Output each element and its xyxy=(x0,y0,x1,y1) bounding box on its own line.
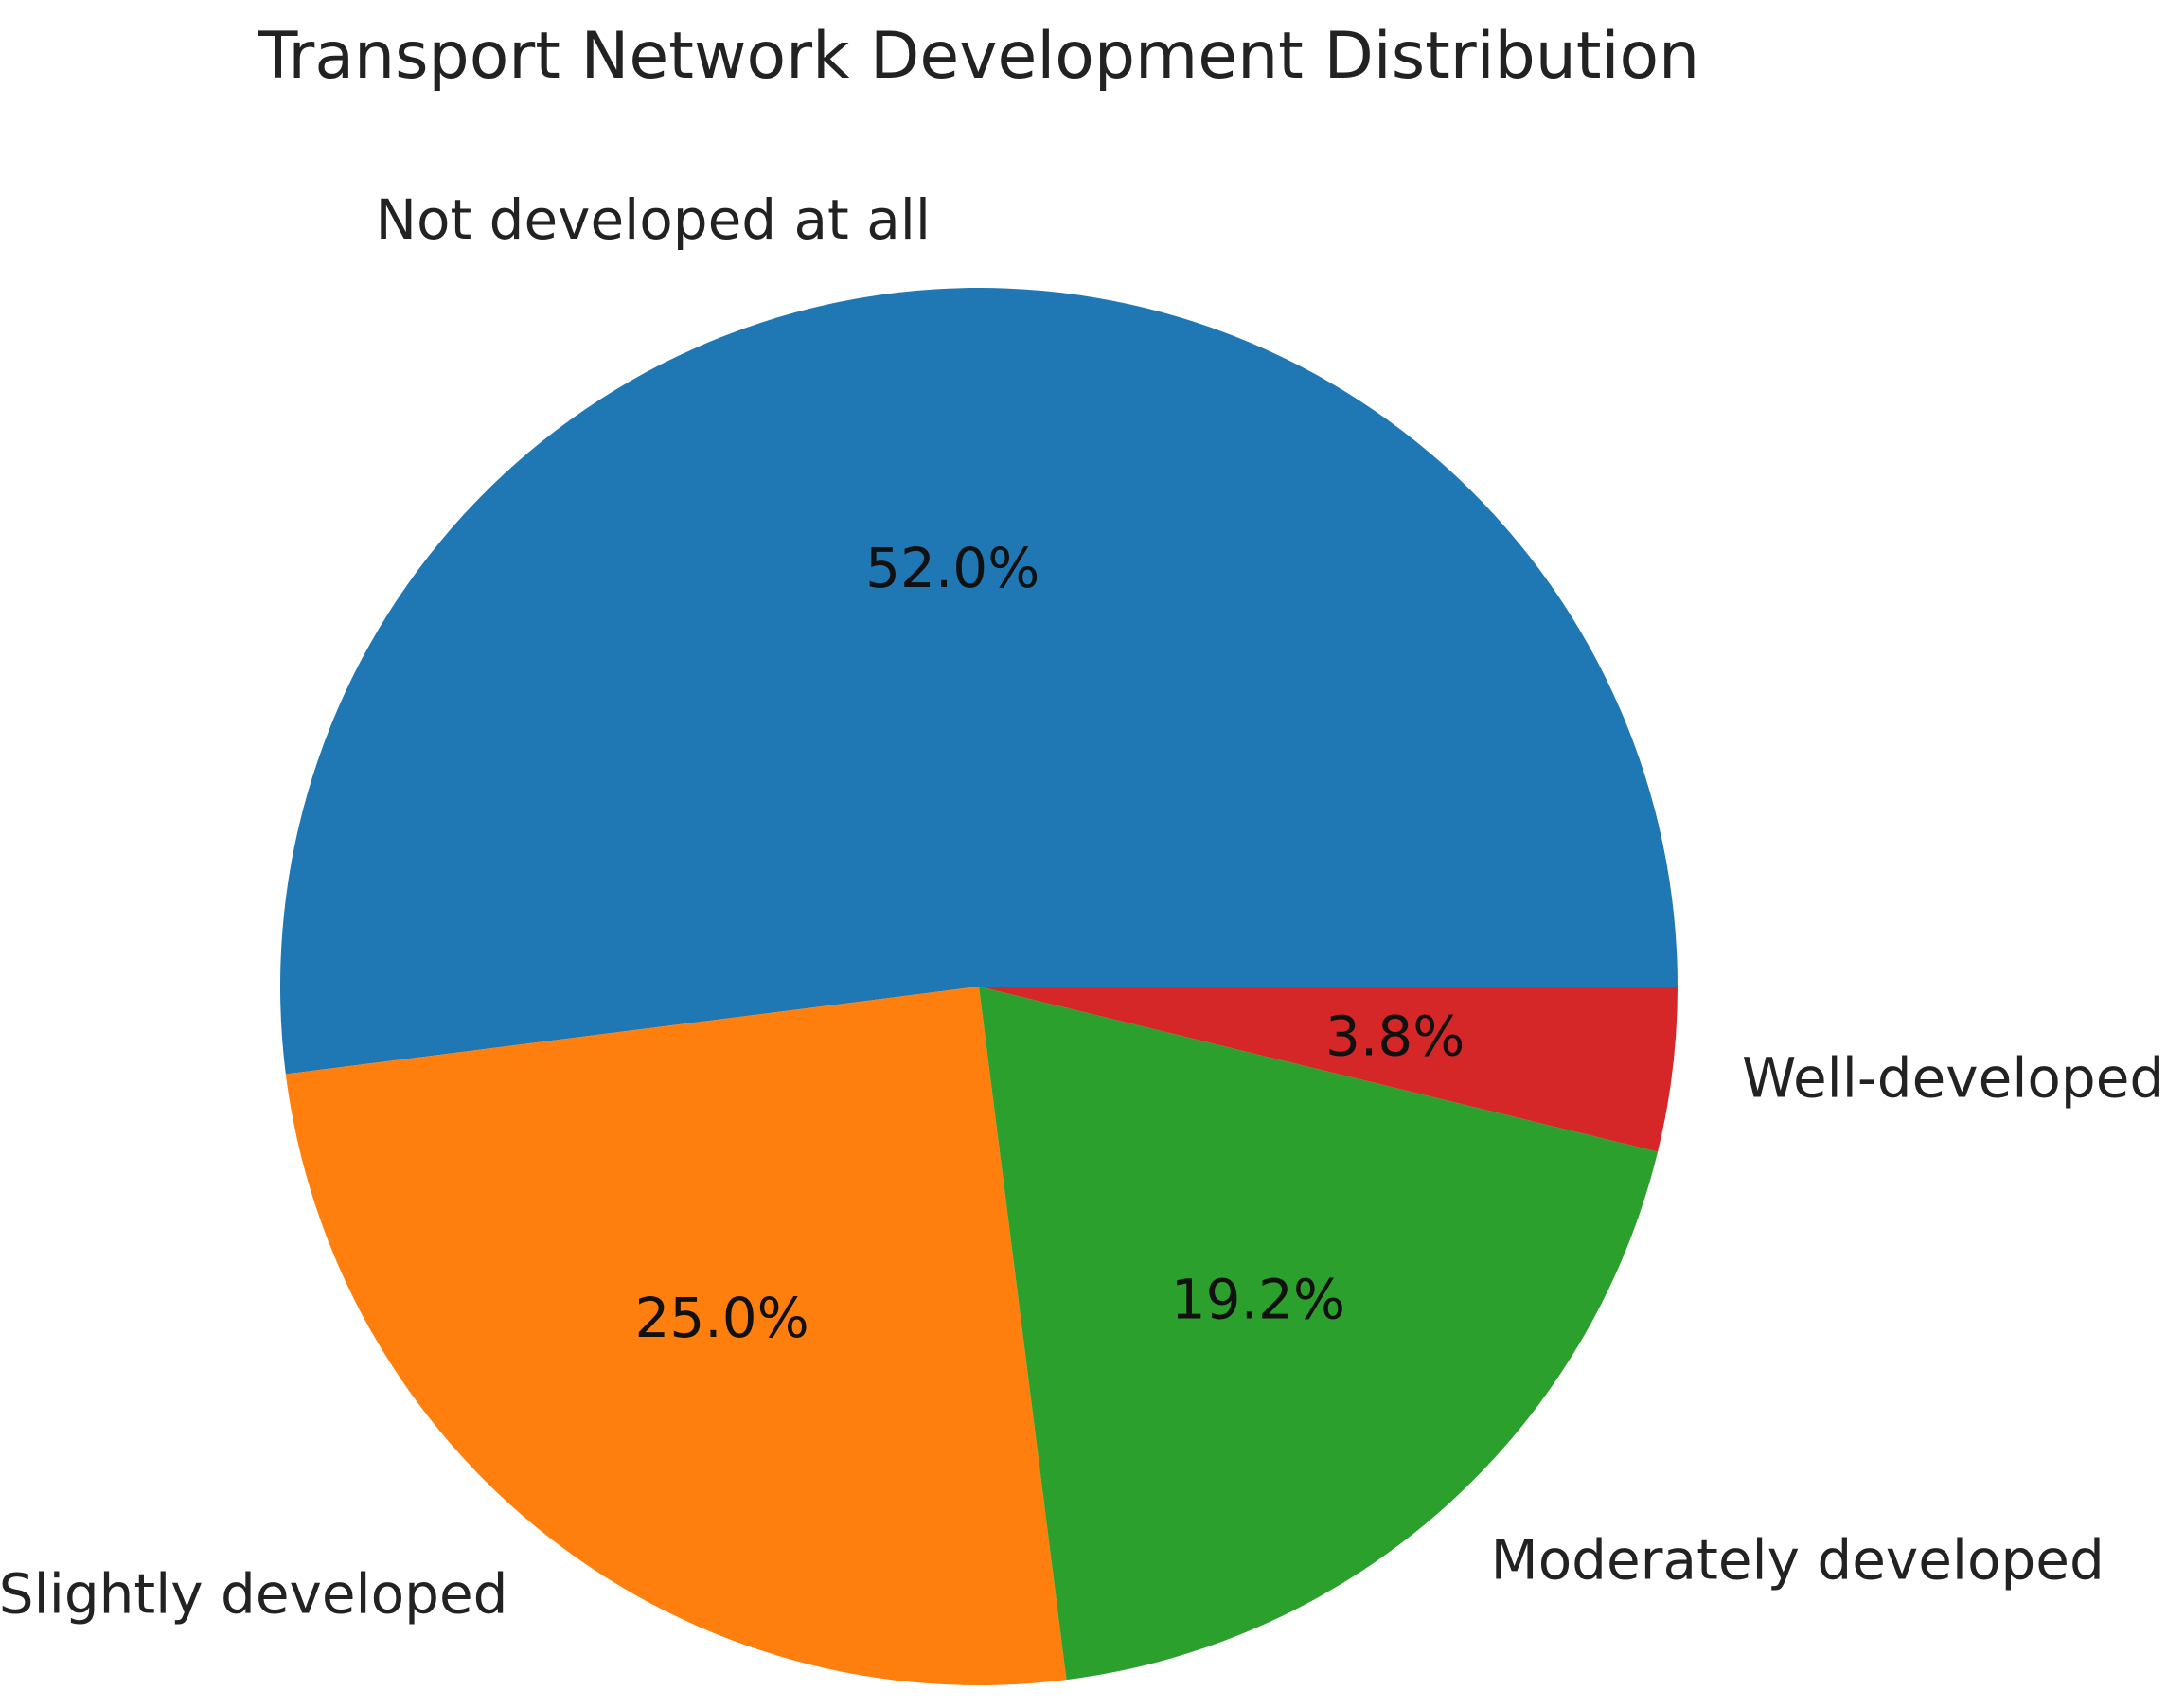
pie-slice-not-developed-at-all xyxy=(280,288,1679,1075)
chart-title: Transport Network Development Distributi… xyxy=(258,19,1699,94)
category-label-slightly-developed: Slightly developed xyxy=(0,1561,507,1626)
category-label-moderately-developed: Moderately developed xyxy=(1491,1528,2105,1592)
percent-label-well-developed: 3.8% xyxy=(1325,1005,1465,1069)
percent-label-slightly-developed: 25.0% xyxy=(634,1286,808,1350)
category-label-not-developed-at-all: Not developed at all xyxy=(376,187,931,252)
percent-labels: 52.0% 25.0% 19.2% 3.8% xyxy=(634,536,1465,1350)
percent-label-moderately-developed: 19.2% xyxy=(1171,1267,1345,1331)
pie-slice-well-developed xyxy=(979,987,1678,1152)
pie-slice-slightly-developed xyxy=(285,987,1067,1685)
pie-slice-moderately-developed xyxy=(979,987,1659,1681)
category-labels: Not developed at all Slightly developed Mo… xyxy=(0,187,2164,1627)
category-label-well-developed: Well-developed xyxy=(1742,1046,2164,1111)
pie-slices xyxy=(280,288,1679,1685)
percent-label-not-developed-at-all: 52.0% xyxy=(865,536,1039,600)
